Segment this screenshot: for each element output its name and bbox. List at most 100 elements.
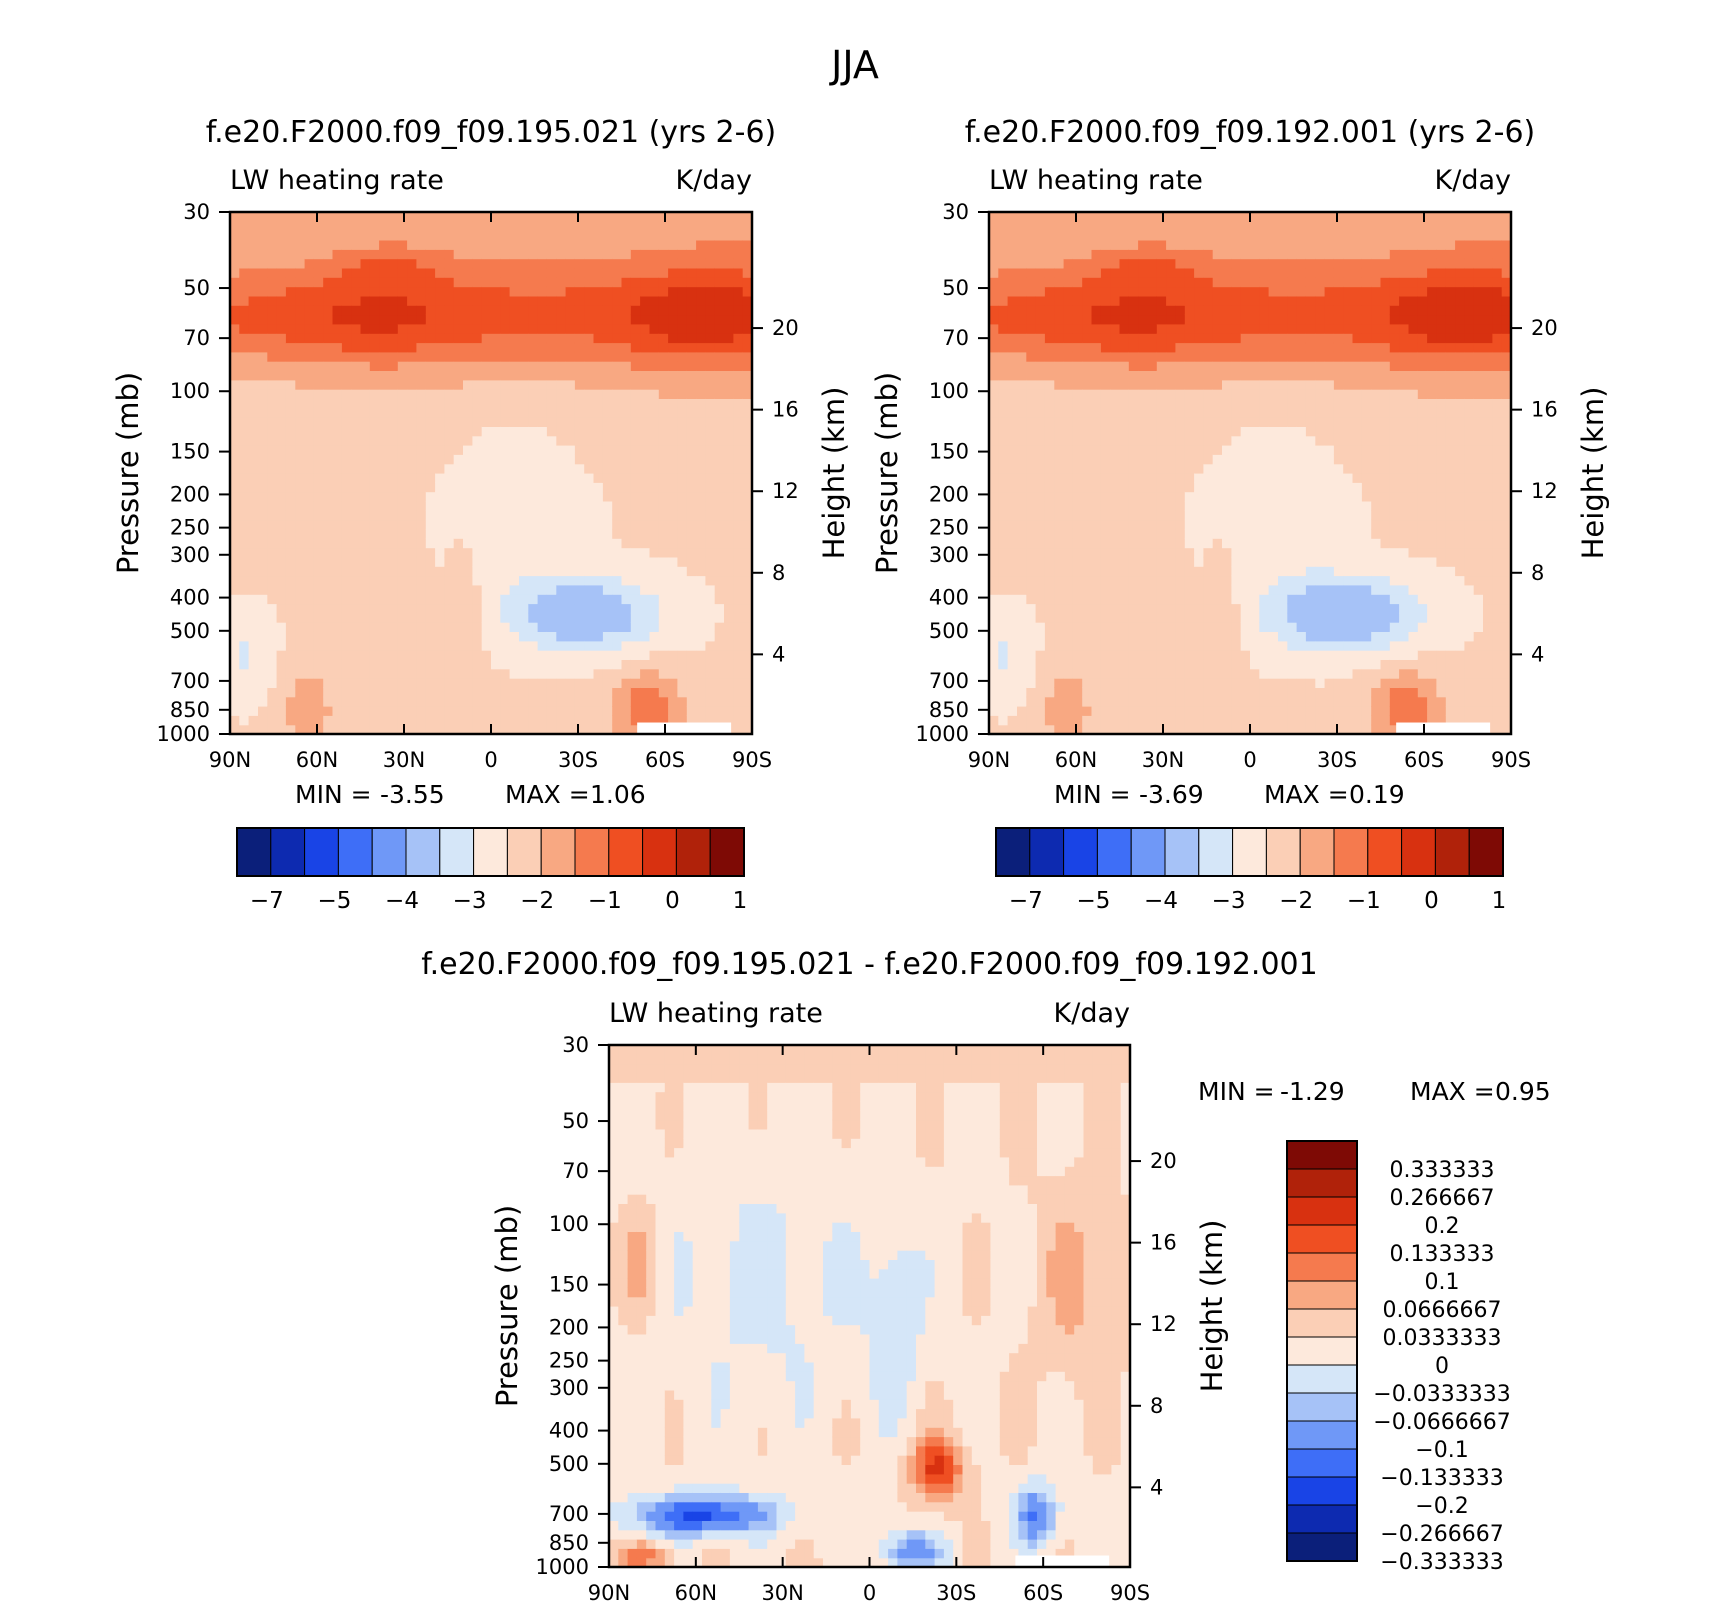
- heatmap-cell: [1035, 724, 1046, 735]
- heatmap-cell: [1184, 454, 1195, 465]
- heatmap-cell: [463, 323, 473, 334]
- heatmap-cell: [1250, 370, 1260, 381]
- heatmap-cell: [1175, 454, 1186, 465]
- heatmap-cell: [696, 240, 706, 250]
- heatmap-cell: [584, 333, 595, 344]
- heatmap-cell: [724, 594, 734, 605]
- heatmap-cell: [1231, 445, 1242, 455]
- heatmap-cell: [239, 398, 250, 409]
- heatmap-cell: [724, 249, 734, 260]
- heatmap-cell: [1147, 687, 1158, 698]
- heatmap-cell: [1212, 277, 1223, 288]
- heatmap-cell: [444, 715, 455, 726]
- heatmap-cell: [248, 342, 259, 353]
- heatmap-cell: [593, 473, 604, 483]
- heatmap-cell: [546, 556, 557, 567]
- heatmap-cell: [1175, 566, 1186, 577]
- max-label: MAX =: [505, 780, 590, 809]
- heatmap-cell: [1110, 706, 1121, 716]
- heatmap-cell: [1017, 528, 1027, 539]
- heatmap-cell: [1138, 622, 1148, 632]
- heatmap-cell: [593, 305, 604, 316]
- heatmap-cell: [285, 286, 296, 297]
- heatmap-cell: [360, 528, 371, 539]
- heatmap-cell: [714, 575, 725, 586]
- heatmap-cell: [593, 612, 604, 623]
- heatmap-cell: [724, 361, 734, 371]
- heatmap-cell: [574, 295, 585, 306]
- heatmap-cell: [621, 240, 632, 250]
- heatmap-cell: [724, 212, 734, 222]
- heatmap-cell: [519, 510, 529, 521]
- heatmap-cell: [733, 351, 744, 362]
- heatmap-cell: [1138, 631, 1148, 642]
- heatmap-cell: [1138, 277, 1148, 288]
- heatmap-cell: [1082, 612, 1093, 623]
- heatmap-cell: [1035, 650, 1046, 660]
- heatmap-cell: [407, 445, 417, 455]
- heatmap-cell: [230, 258, 240, 269]
- heatmap-cell: [556, 519, 567, 530]
- heatmap-cell: [584, 678, 595, 688]
- heatmap-cell: [481, 463, 492, 474]
- heatmap-cell: [1268, 519, 1279, 530]
- heatmap-cell: [407, 333, 417, 344]
- heatmap-cell: [1268, 575, 1279, 586]
- heatmap-cell: [1072, 212, 1083, 222]
- heatmap-cell: [453, 612, 464, 623]
- heatmap-cell: [341, 249, 352, 260]
- heatmap-cell: [593, 240, 604, 250]
- heatmap-cell: [630, 575, 641, 586]
- heatmap-cell: [1119, 407, 1130, 418]
- heatmap-cell: [1147, 212, 1158, 222]
- heatmap-cell: [658, 258, 669, 269]
- heatmap-cell: [1110, 249, 1121, 260]
- heatmap-cell: [686, 407, 697, 418]
- heatmap-cell: [472, 286, 483, 297]
- heatmap-cell: [313, 482, 324, 493]
- x-tick-label: 90N: [209, 748, 251, 772]
- heatmap-cell: [1194, 333, 1204, 344]
- heatmap-cell: [444, 323, 455, 334]
- heatmap-cell: [1110, 323, 1121, 334]
- heatmap-cell: [397, 333, 408, 344]
- heatmap-cell: [1231, 724, 1242, 735]
- heatmap-cell: [500, 323, 511, 334]
- heatmap-cell: [323, 351, 334, 362]
- heatmap-cell: [1091, 510, 1102, 521]
- heatmap-cell: [621, 659, 632, 670]
- heatmap-cell: [416, 277, 427, 288]
- heatmap-cell: [1222, 230, 1232, 241]
- heatmap-cell: [714, 212, 725, 222]
- heatmap-cell: [323, 650, 334, 660]
- heatmap-cell: [658, 435, 669, 446]
- heatmap-cell: [1156, 445, 1167, 455]
- heatmap-cell: [1054, 603, 1065, 614]
- heatmap-cell: [360, 501, 371, 511]
- heatmap-cell: [1007, 491, 1018, 502]
- heatmap-cell: [1007, 640, 1018, 651]
- heatmap-cell: [360, 659, 371, 670]
- heatmap-cell: [407, 267, 417, 278]
- heatmap-cell: [481, 687, 492, 698]
- heatmap-cell: [602, 463, 613, 474]
- heatmap-cell: [463, 295, 473, 306]
- heatmap-cell: [1259, 696, 1270, 707]
- heatmap-cell: [388, 351, 399, 362]
- heatmap-cell: [313, 230, 324, 241]
- heatmap-cell: [677, 482, 688, 493]
- heatmap-cell: [989, 538, 999, 549]
- heatmap-cell: [388, 249, 399, 260]
- heatmap-cell: [1138, 706, 1148, 716]
- heatmap-cell: [602, 528, 613, 539]
- heatmap-cell: [323, 407, 334, 418]
- heatmap-cell: [565, 407, 576, 418]
- heatmap-cell: [630, 640, 641, 651]
- heatmap-cell: [267, 454, 278, 465]
- heatmap-cell: [1054, 286, 1065, 297]
- heatmap-cell: [397, 407, 408, 418]
- heatmap-cell: [1138, 510, 1148, 521]
- heatmap-cell: [1017, 501, 1027, 511]
- heatmap-cell: [1166, 575, 1176, 586]
- heatmap-cell: [1110, 295, 1121, 306]
